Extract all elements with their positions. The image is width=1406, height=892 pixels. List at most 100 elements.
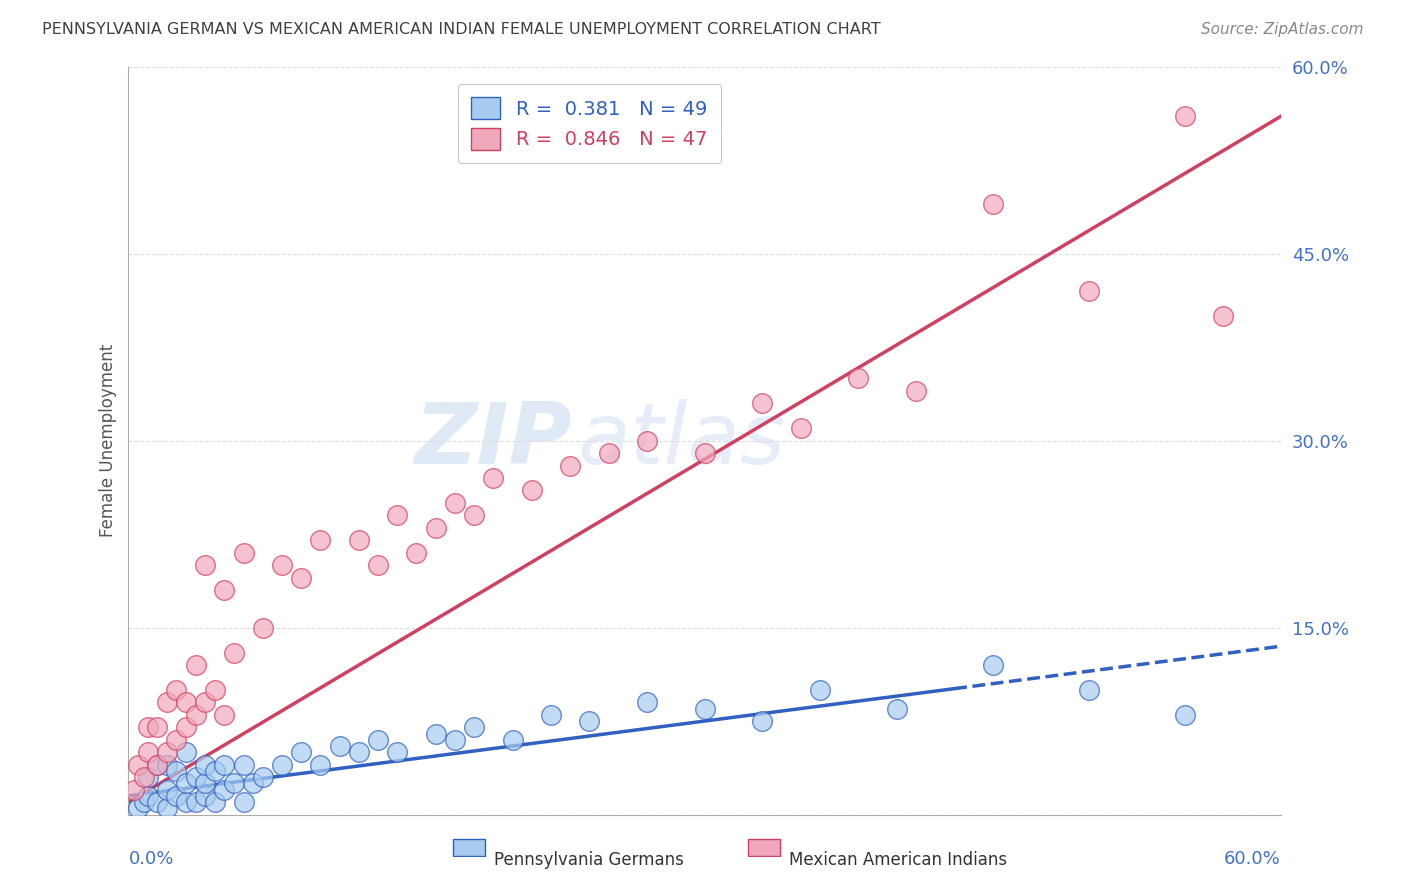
Point xyxy=(578,714,600,728)
Point xyxy=(405,546,427,560)
Point xyxy=(174,776,197,790)
Point xyxy=(214,782,236,797)
Point xyxy=(425,726,447,740)
Point xyxy=(127,757,149,772)
Point xyxy=(789,421,811,435)
Point xyxy=(1174,110,1197,124)
Point xyxy=(194,695,217,709)
Point xyxy=(444,496,467,510)
Point xyxy=(387,745,409,759)
Point xyxy=(174,745,197,759)
Point xyxy=(693,701,716,715)
Point xyxy=(184,657,207,672)
Point xyxy=(540,707,562,722)
Point xyxy=(290,571,312,585)
Point xyxy=(271,558,294,573)
Point xyxy=(146,757,169,772)
Text: Source: ZipAtlas.com: Source: ZipAtlas.com xyxy=(1201,22,1364,37)
Point xyxy=(174,795,197,809)
Point xyxy=(502,732,524,747)
Point xyxy=(981,657,1004,672)
Point xyxy=(156,695,179,709)
Point xyxy=(387,508,409,523)
Point xyxy=(309,533,332,548)
Point xyxy=(194,757,217,772)
Point xyxy=(636,434,658,448)
Point xyxy=(146,757,169,772)
Point xyxy=(482,471,505,485)
Point xyxy=(174,695,197,709)
Point xyxy=(232,795,254,809)
Point xyxy=(156,801,179,815)
Point xyxy=(347,533,370,548)
Point xyxy=(214,583,236,598)
Point xyxy=(1212,309,1234,323)
Point xyxy=(222,646,245,660)
Point xyxy=(136,770,159,784)
Point xyxy=(132,795,155,809)
Point xyxy=(751,714,773,728)
Point xyxy=(347,745,370,759)
Point xyxy=(367,558,389,573)
Point xyxy=(693,446,716,460)
Point xyxy=(1174,707,1197,722)
Point xyxy=(242,776,264,790)
Point xyxy=(329,739,352,753)
Point xyxy=(598,446,620,460)
Text: 0.0%: 0.0% xyxy=(128,850,174,868)
Point xyxy=(166,764,188,778)
Point xyxy=(222,776,245,790)
Point xyxy=(1077,284,1099,298)
Text: 60.0%: 60.0% xyxy=(1223,850,1281,868)
Point xyxy=(204,764,226,778)
Point xyxy=(808,682,831,697)
Point xyxy=(214,707,236,722)
Point xyxy=(751,396,773,410)
Point xyxy=(271,757,294,772)
Point xyxy=(146,720,169,734)
Point xyxy=(146,795,169,809)
Point xyxy=(463,508,485,523)
Text: Pennsylvania Germans: Pennsylvania Germans xyxy=(494,851,683,869)
Point xyxy=(290,745,312,759)
Point xyxy=(194,558,217,573)
Point xyxy=(122,782,145,797)
Point xyxy=(166,732,188,747)
Point xyxy=(636,695,658,709)
Point xyxy=(463,720,485,734)
Text: atlas: atlas xyxy=(578,399,786,482)
Text: Mexican American Indians: Mexican American Indians xyxy=(789,851,1007,869)
Point xyxy=(558,458,581,473)
Point xyxy=(520,483,543,498)
Point xyxy=(166,682,188,697)
Point xyxy=(425,521,447,535)
Point xyxy=(214,757,236,772)
Point xyxy=(232,546,254,560)
Legend: R =  0.381   N = 49, R =  0.846   N = 47: R = 0.381 N = 49, R = 0.846 N = 47 xyxy=(458,84,721,163)
Point xyxy=(166,789,188,803)
Text: ZIP: ZIP xyxy=(415,399,572,482)
Point xyxy=(136,745,159,759)
Point xyxy=(184,770,207,784)
Point xyxy=(127,801,149,815)
Point xyxy=(904,384,927,398)
Point xyxy=(232,757,254,772)
Point xyxy=(156,745,179,759)
Point xyxy=(184,707,207,722)
Point xyxy=(886,701,908,715)
Point xyxy=(252,621,274,635)
Point xyxy=(194,789,217,803)
Point xyxy=(136,789,159,803)
Point xyxy=(136,720,159,734)
Point xyxy=(981,196,1004,211)
Point xyxy=(444,732,467,747)
Point xyxy=(367,732,389,747)
Point xyxy=(156,782,179,797)
Point xyxy=(204,682,226,697)
Point xyxy=(252,770,274,784)
Point xyxy=(156,757,179,772)
Point xyxy=(184,795,207,809)
Point xyxy=(174,720,197,734)
Point xyxy=(1077,682,1099,697)
Point xyxy=(132,770,155,784)
